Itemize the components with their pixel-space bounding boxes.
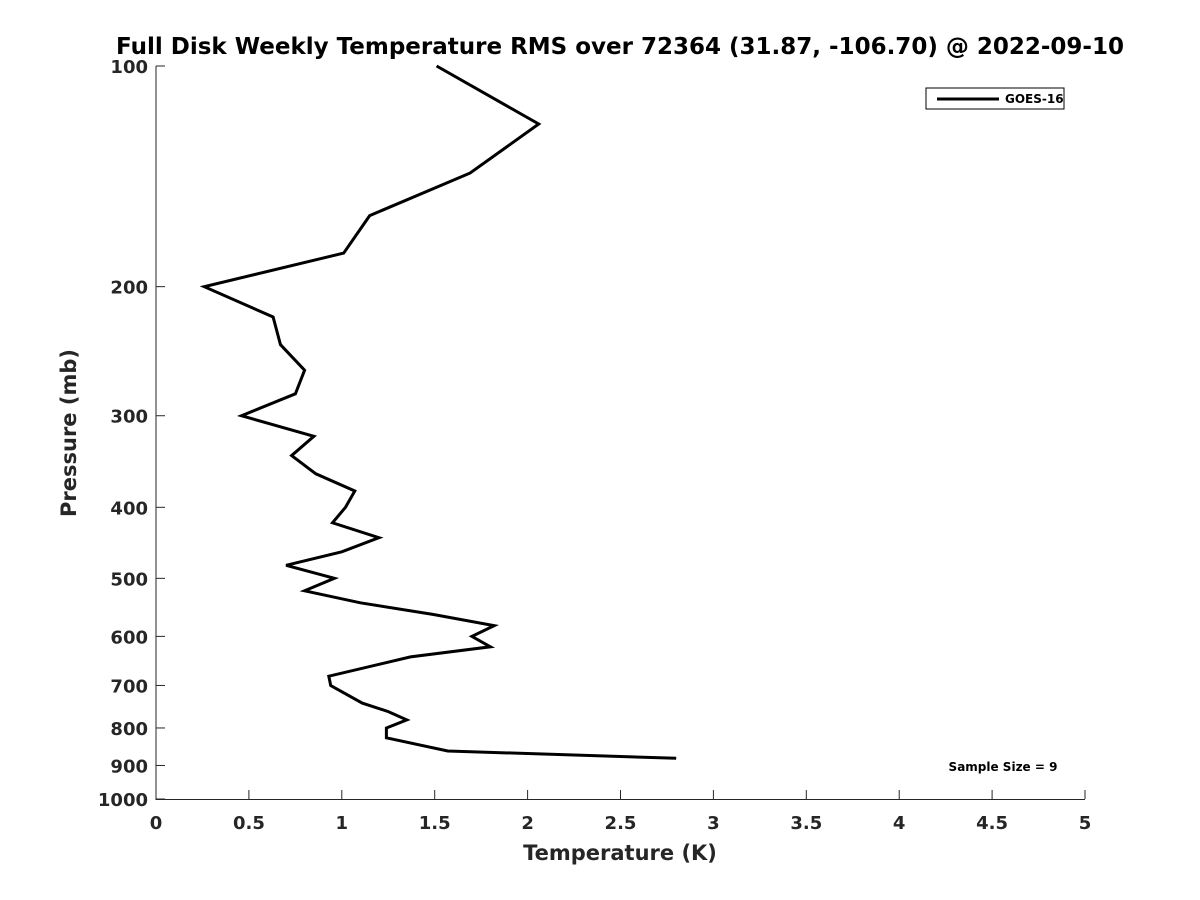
y-tick-label: 200 [110, 278, 148, 299]
x-tick-label: 0 [150, 813, 163, 834]
x-tick-label: 4 [893, 813, 906, 834]
y-tick-label: 500 [110, 569, 148, 590]
series-line-goes-16 [199, 64, 677, 760]
x-tick-label: 3.5 [790, 813, 822, 834]
y-tick-label: 600 [110, 627, 148, 648]
sample-size-annotation: Sample Size = 9 [949, 760, 1058, 774]
x-tick-label: 0.5 [233, 813, 265, 834]
y-tick-label: 1000 [98, 790, 148, 811]
x-tick-label: 1.5 [419, 813, 451, 834]
axes [155, 66, 1085, 800]
legend-entry-goes-16: GOES-16 [1005, 92, 1064, 106]
x-tick-label: 2 [521, 813, 534, 834]
y-tick-label: 800 [110, 719, 148, 740]
chart-title: Full Disk Weekly Temperature RMS over 72… [116, 34, 1124, 60]
legend: GOES-16 [925, 87, 1065, 110]
y-tick-label: 900 [110, 756, 148, 777]
x-axis-label: Temperature (K) [523, 841, 717, 865]
y-tick-label: 300 [110, 407, 148, 428]
y-tick-label: 100 [110, 57, 148, 78]
y-tick-label: 700 [110, 676, 148, 697]
x-tick-label: 5 [1079, 813, 1092, 834]
x-tick-label: 3 [707, 813, 720, 834]
x-tick-label: 1 [336, 813, 349, 834]
y-tick-label: 400 [110, 498, 148, 519]
x-tick-label: 4.5 [976, 813, 1008, 834]
x-tick-label: 2.5 [605, 813, 637, 834]
y-axis-label: Pressure (mb) [57, 349, 81, 517]
